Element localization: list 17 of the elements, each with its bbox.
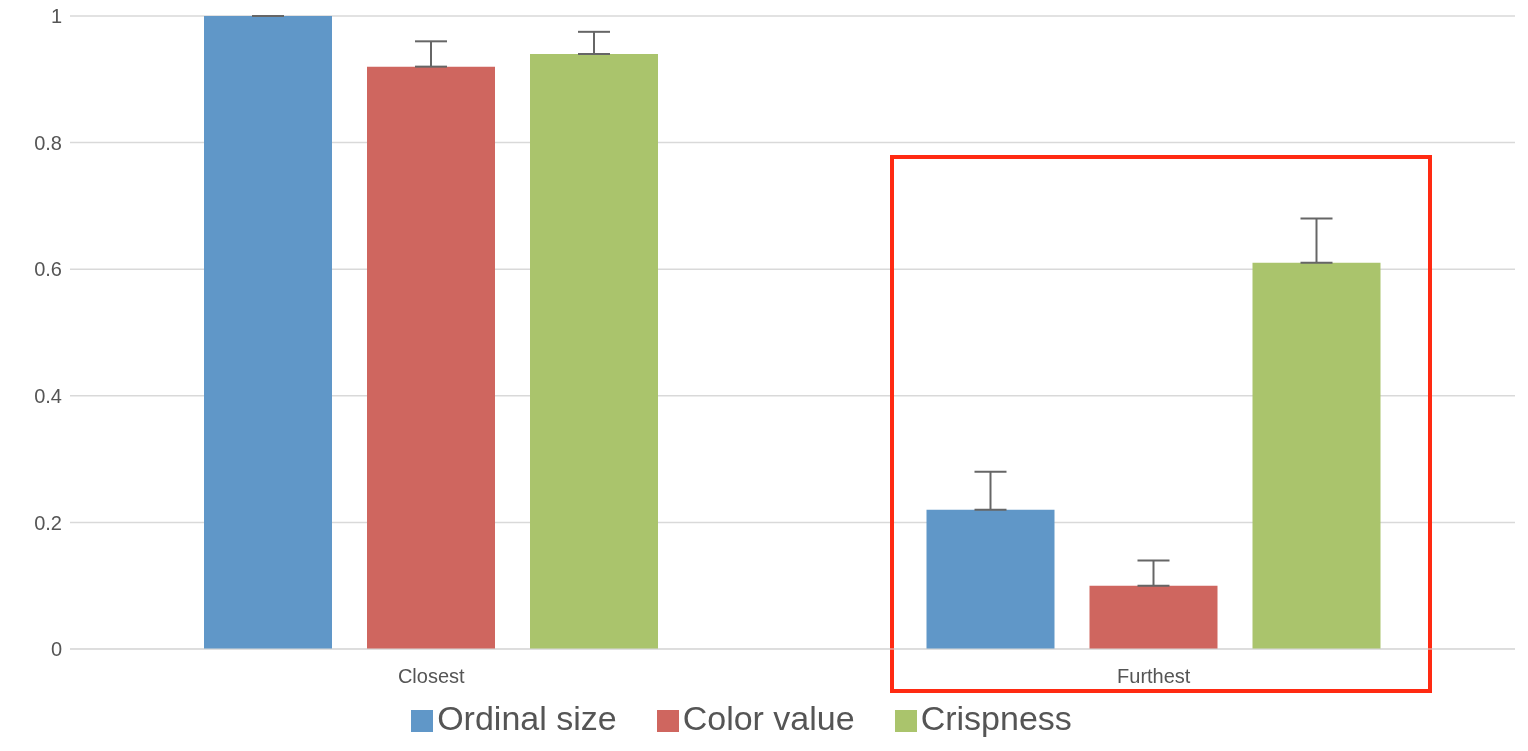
bar — [1089, 585, 1218, 649]
y-tick-label: 0.4 — [34, 384, 62, 407]
legend-label: Crispness — [920, 699, 1072, 737]
y-tick-label: 0 — [50, 638, 62, 661]
y-tick-label: 1 — [50, 5, 62, 28]
bar — [1252, 262, 1381, 649]
bar — [530, 53, 658, 649]
x-tick-label: Furthest — [1117, 665, 1191, 688]
legend-label: Color value — [682, 699, 855, 737]
legend-label: Ordinal size — [437, 699, 617, 737]
y-tick-label: 0.2 — [34, 511, 62, 534]
bar — [204, 16, 332, 649]
x-tick-label: Closest — [397, 665, 466, 688]
y-tick-label: 0.8 — [34, 131, 62, 154]
bar — [367, 66, 495, 649]
bar — [926, 509, 1055, 649]
y-tick-label: 0.6 — [34, 258, 62, 281]
